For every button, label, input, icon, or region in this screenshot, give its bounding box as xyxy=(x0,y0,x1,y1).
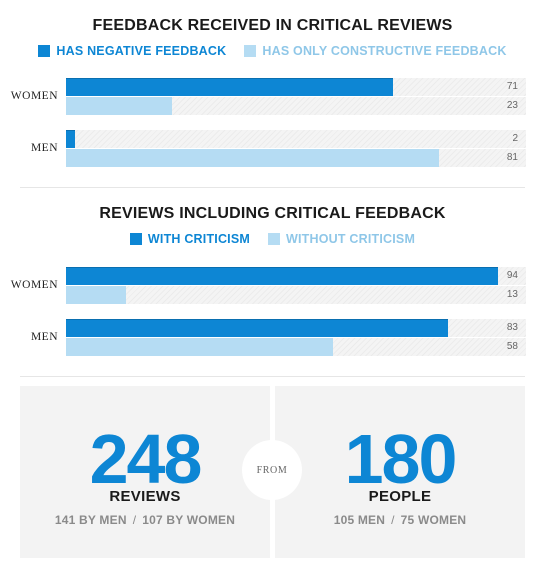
reviews-label: REVIEWS xyxy=(109,488,181,505)
value-label: 83 xyxy=(506,322,518,333)
legend-swatch-constructive xyxy=(244,45,257,57)
divider xyxy=(20,376,525,377)
value-label: 23 xyxy=(506,100,518,111)
people-breakdown: 105 MEN / 75 WOMEN xyxy=(275,513,525,527)
legend-label: HAS ONLY CONSTRUCTIVE FEEDBACK xyxy=(262,44,507,58)
bar-women-without-criticism xyxy=(66,286,126,304)
legend-label: WITH CRITICISM xyxy=(147,232,250,246)
bar-men-without-criticism xyxy=(66,338,333,356)
people-number: 180 xyxy=(344,420,458,498)
chart-title: REVIEWS INCLUDING CRITICAL FEEDBACK xyxy=(99,205,446,222)
legend-item-constructive: HAS ONLY CONSTRUCTIVE FEEDBACK xyxy=(244,44,506,58)
bar-track: 83 xyxy=(66,319,526,337)
reviews-panel: 248 REVIEWS 141 BY MEN / 107 BY WOMEN xyxy=(20,386,270,558)
separator: / xyxy=(391,513,395,527)
legend-item-without-criticism: WITHOUT CRITICISM xyxy=(268,232,415,246)
reviews-by-women: 107 BY WOMEN xyxy=(142,513,236,527)
legend: WITH CRITICISM WITHOUT CRITICISM xyxy=(0,232,545,246)
reviews-breakdown: 141 BY MEN / 107 BY WOMEN xyxy=(20,513,270,527)
from-label: FROM xyxy=(256,464,288,476)
bar-men-with-criticism xyxy=(66,319,448,337)
people-label: PEOPLE xyxy=(368,488,432,505)
bar-track: 23 xyxy=(66,97,526,115)
separator: / xyxy=(132,513,137,527)
bar-women-negative xyxy=(66,78,393,96)
category-label-men: MEN xyxy=(30,142,58,154)
legend-item-negative: HAS NEGATIVE FEEDBACK xyxy=(38,44,226,58)
legend: HAS NEGATIVE FEEDBACK HAS ONLY CONSTRUCT… xyxy=(0,44,545,58)
bar-women-with-criticism xyxy=(66,267,498,285)
bar-track: 71 xyxy=(66,78,526,96)
legend-label: HAS NEGATIVE FEEDBACK xyxy=(56,44,227,58)
legend-item-with-criticism: WITH CRITICISM xyxy=(129,232,250,246)
legend-swatch-negative xyxy=(38,45,51,57)
from-badge: FROM xyxy=(242,440,302,500)
legend-swatch-with-criticism xyxy=(129,233,142,245)
people-women: 75 WOMEN xyxy=(400,513,467,527)
bar-women-constructive xyxy=(66,97,172,115)
reviews-by-men: 141 BY MEN xyxy=(54,513,127,527)
category-label-women: WOMEN xyxy=(10,279,58,291)
legend-swatch-without-criticism xyxy=(268,233,280,245)
bar-track: 13 xyxy=(66,286,526,304)
bar-track: 94 xyxy=(66,267,526,285)
value-label: 13 xyxy=(506,289,518,300)
chart-title: FEEDBACK RECEIVED IN CRITICAL REVIEWS xyxy=(92,17,453,34)
legend-label: WITHOUT CRITICISM xyxy=(286,232,416,246)
value-label: 71 xyxy=(506,81,518,92)
category-label-men: MEN xyxy=(30,331,58,343)
value-label: 58 xyxy=(506,341,518,352)
reviews-number: 248 xyxy=(89,420,203,498)
bar-men-negative xyxy=(66,130,75,148)
bar-track: 81 xyxy=(66,149,526,167)
value-label: 2 xyxy=(512,133,518,144)
value-label: 94 xyxy=(506,270,518,281)
bar-track: 58 xyxy=(66,338,526,356)
people-panel: 180 PEOPLE 105 MEN / 75 WOMEN xyxy=(275,386,525,558)
category-label-women: WOMEN xyxy=(10,90,58,102)
bar-men-constructive xyxy=(66,149,439,167)
people-men: 105 MEN xyxy=(333,513,386,527)
value-label: 81 xyxy=(506,152,518,163)
bar-track: 2 xyxy=(66,130,526,148)
divider xyxy=(20,187,525,188)
